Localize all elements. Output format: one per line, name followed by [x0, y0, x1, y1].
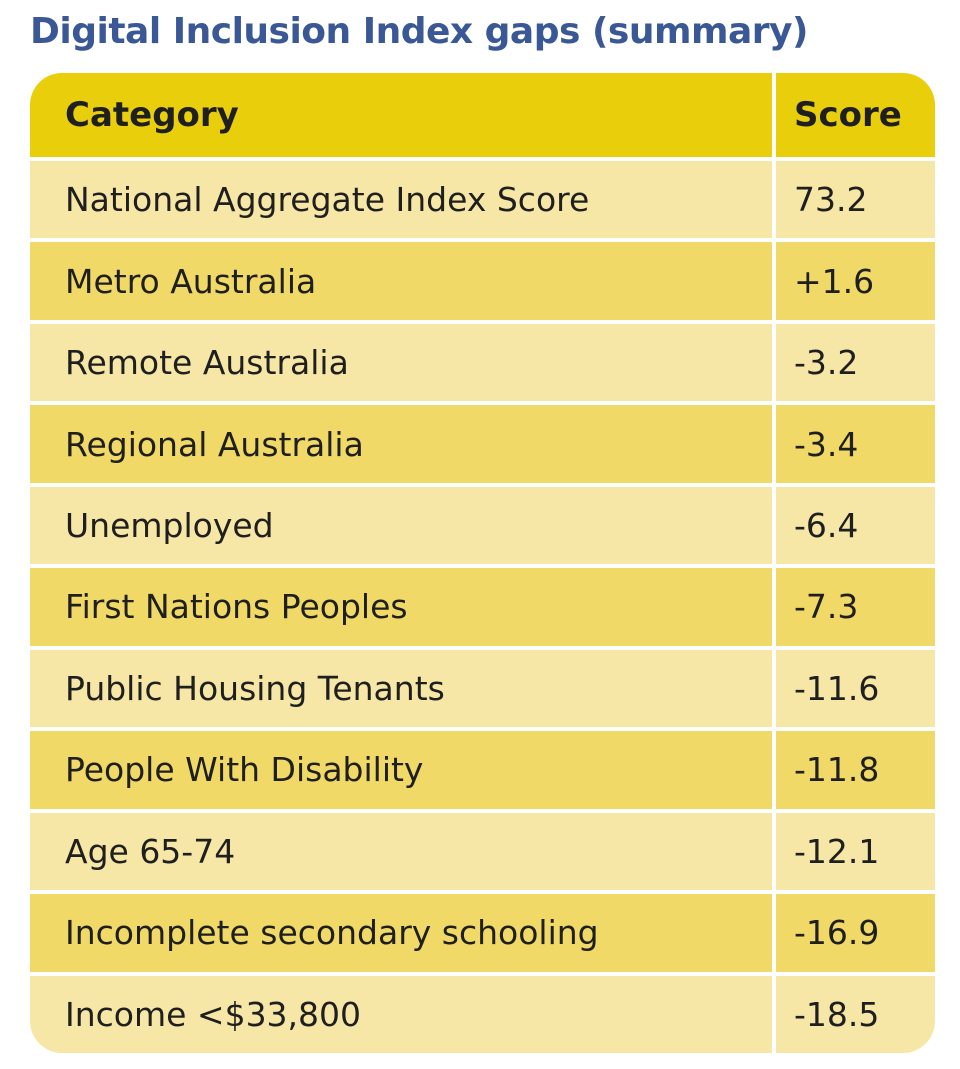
category-cell: Remote Australia [30, 323, 772, 406]
score-cell: -18.5 [772, 975, 935, 1053]
score-cell: -16.9 [772, 894, 935, 976]
score-cell: -6.4 [772, 486, 935, 569]
category-cell: Age 65-74 [30, 812, 772, 895]
table-row: National Aggregate Index Score 73.2 [30, 161, 935, 243]
category-cell: Unemployed [30, 486, 772, 569]
score-cell: -3.4 [772, 405, 935, 487]
category-cell: Regional Australia [30, 405, 772, 487]
category-cell: First Nations Peoples [30, 568, 772, 650]
category-cell: Public Housing Tenants [30, 649, 772, 732]
score-cell: -3.2 [772, 323, 935, 406]
table-row: Public Housing Tenants -11.6 [30, 649, 935, 732]
table-row: Remote Australia -3.2 [30, 323, 935, 406]
table-row: Regional Australia -3.4 [30, 405, 935, 487]
category-cell: People With Disability [30, 731, 772, 813]
inclusion-gaps-table: Category Score National Aggregate Index … [30, 73, 935, 1053]
table-header-row: Category Score [30, 73, 935, 161]
category-cell: Income <$33,800 [30, 975, 772, 1053]
table-row: People With Disability -11.8 [30, 731, 935, 813]
table-row: Income <$33,800 -18.5 [30, 975, 935, 1053]
score-cell: +1.6 [772, 242, 935, 324]
table-row: Incomplete secondary schooling -16.9 [30, 894, 935, 976]
table-row: Unemployed -6.4 [30, 486, 935, 569]
score-cell: -12.1 [772, 812, 935, 895]
score-cell: 73.2 [772, 161, 935, 243]
score-column-header: Score [772, 73, 935, 161]
inclusion-gaps-table-container: Category Score National Aggregate Index … [30, 73, 935, 1053]
table-row: First Nations Peoples -7.3 [30, 568, 935, 650]
score-cell: -11.8 [772, 731, 935, 813]
score-cell: -7.3 [772, 568, 935, 650]
score-cell: -11.6 [772, 649, 935, 732]
category-cell: Incomplete secondary schooling [30, 894, 772, 976]
table-row: Age 65-74 -12.1 [30, 812, 935, 895]
page-title: Digital Inclusion Index gaps (summary) [30, 11, 808, 52]
table-row: Metro Australia +1.6 [30, 242, 935, 324]
category-cell: Metro Australia [30, 242, 772, 324]
category-cell: National Aggregate Index Score [30, 161, 772, 243]
category-column-header: Category [30, 73, 772, 161]
